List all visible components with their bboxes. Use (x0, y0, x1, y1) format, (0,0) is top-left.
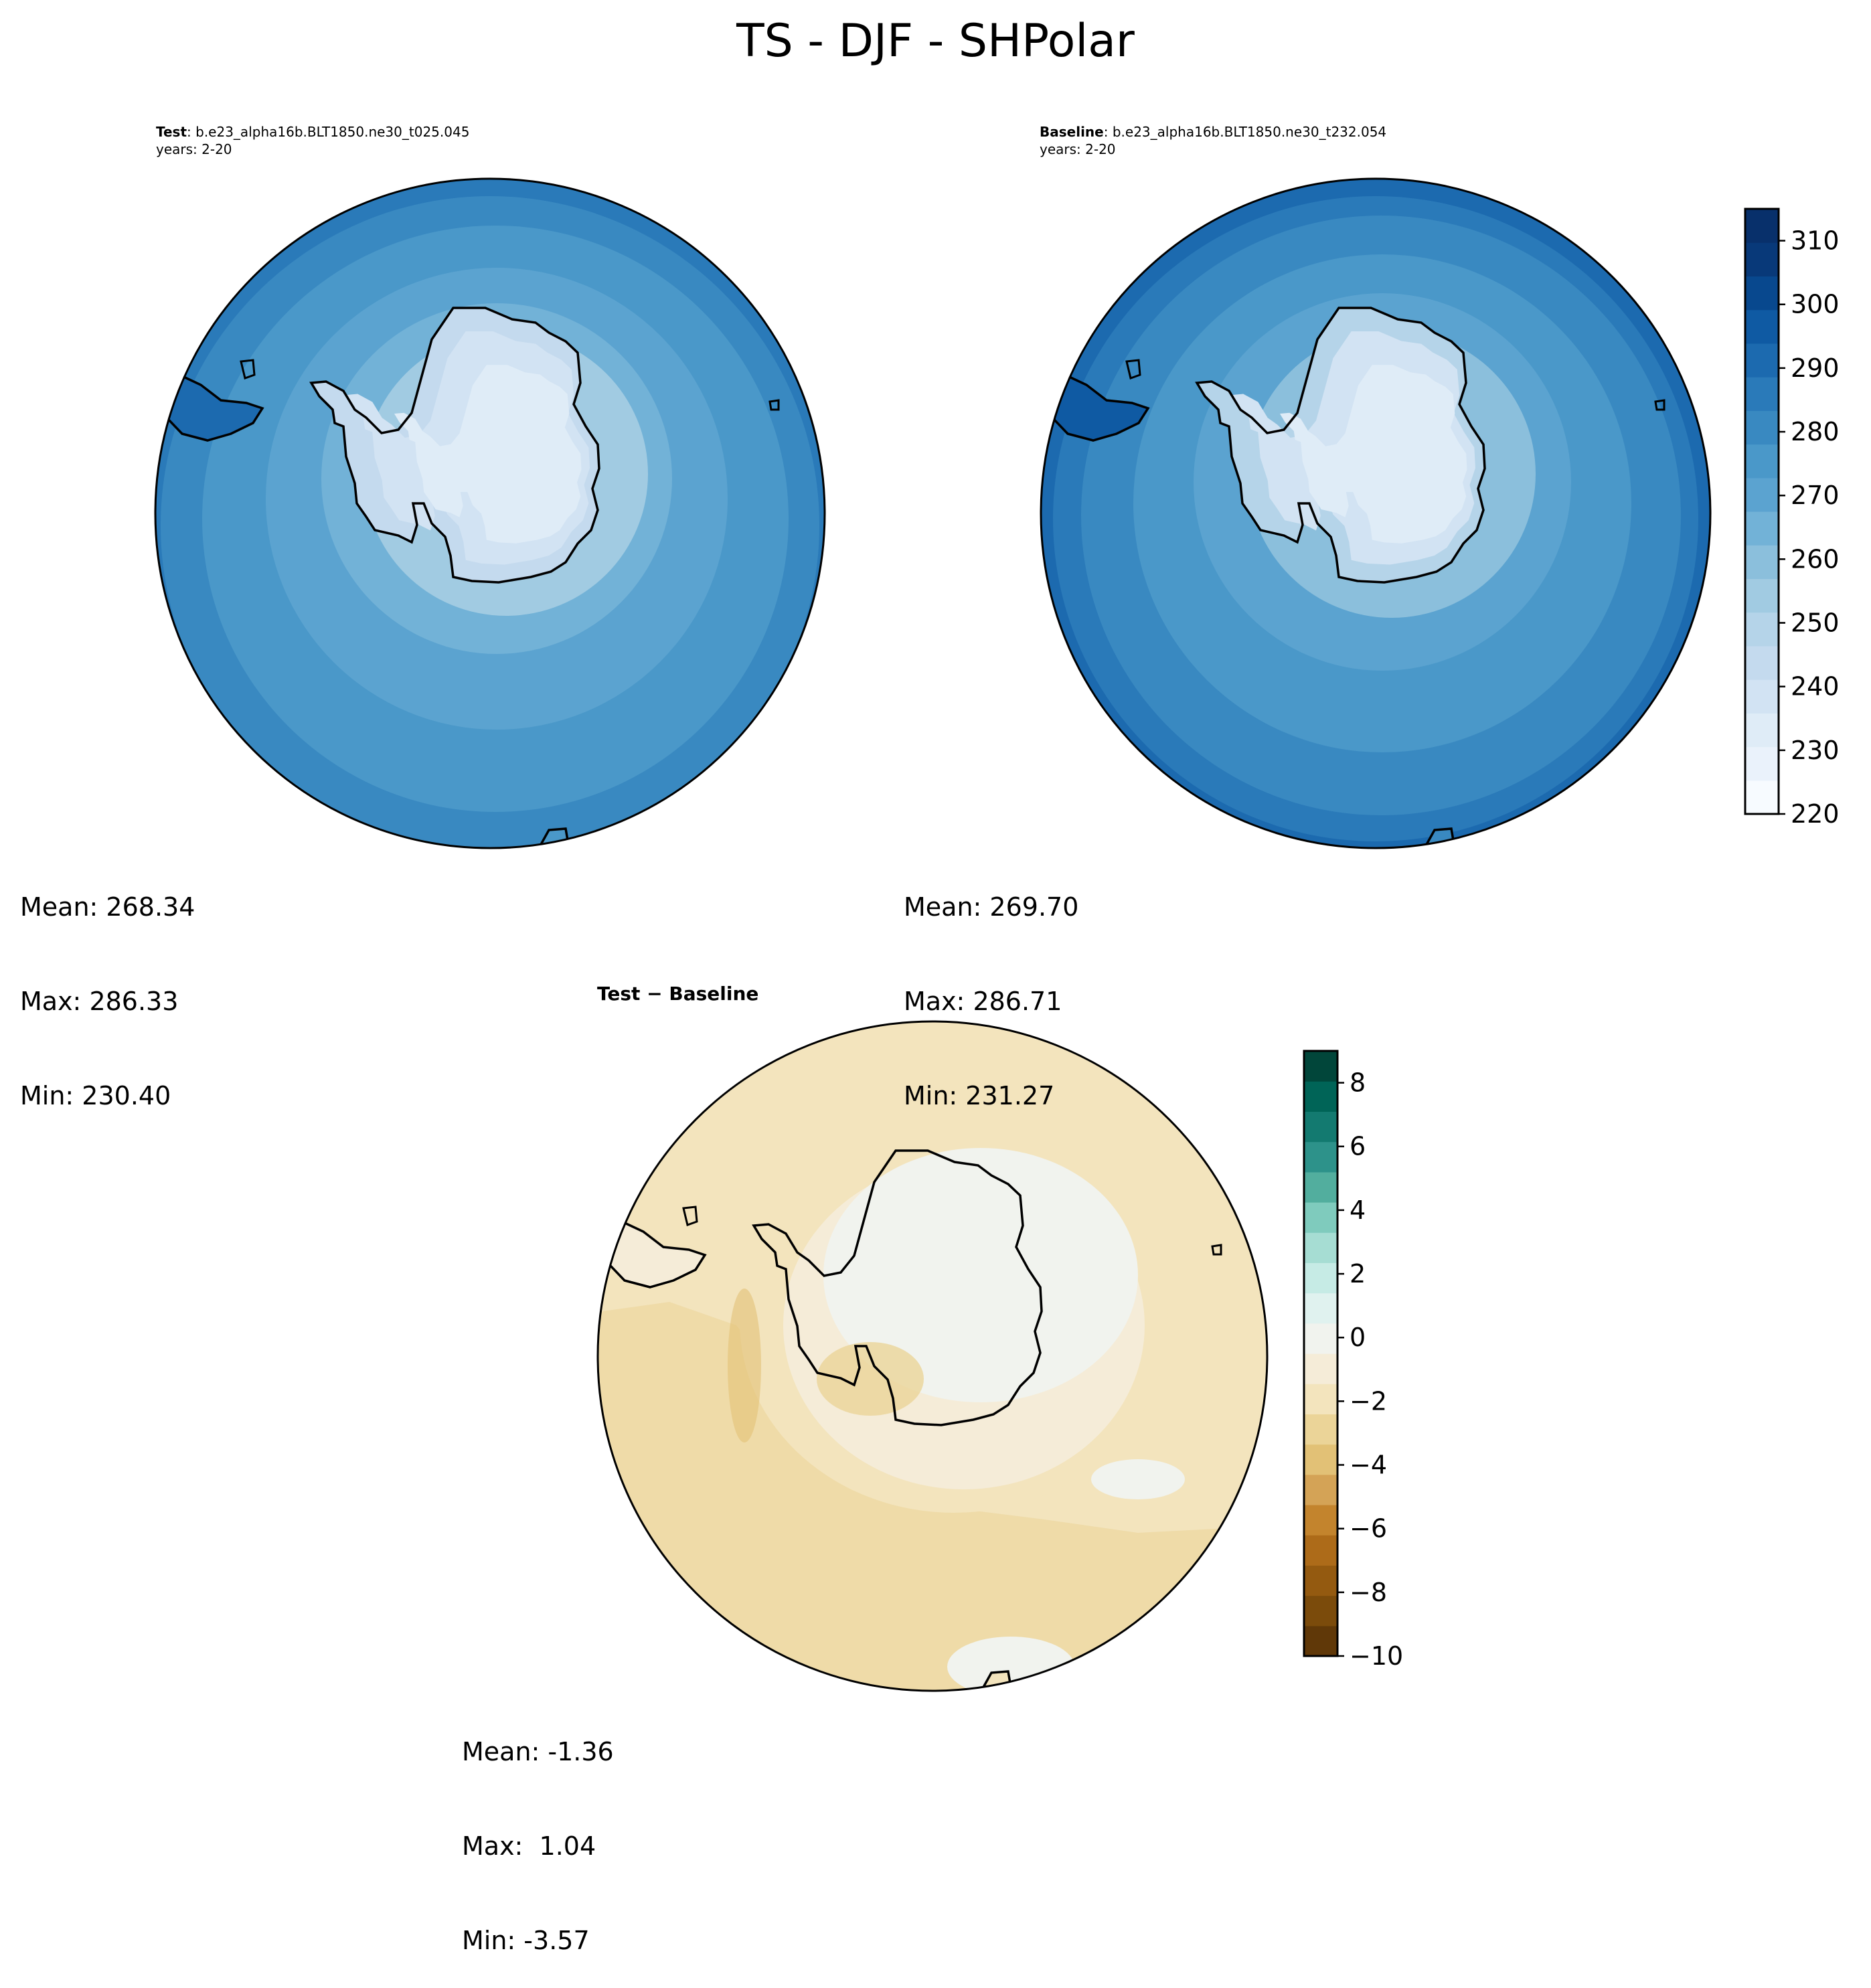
diff-colorbar-segment (1304, 1232, 1337, 1263)
diff-colorbar-tick-label: −8 (1350, 1578, 1387, 1607)
test-map (154, 177, 826, 849)
baseline-mean: Mean: 269.70 (904, 892, 1079, 922)
main-colorbar-segment (1745, 477, 1779, 512)
baseline-max: Max: 286.71 (904, 987, 1062, 1016)
diff-colorbar-segment (1304, 1595, 1337, 1627)
main-colorbar-tick-label: 230 (1791, 736, 1840, 765)
diff-colorbar-segment (1304, 1141, 1337, 1173)
diff-colorbar-segment (1304, 1505, 1337, 1536)
test-years: years: 2-20 (156, 141, 232, 157)
diff-colorbar-segment (1304, 1171, 1337, 1203)
diff-colorbar-tick-label: 2 (1350, 1259, 1366, 1289)
test-mean: Mean: 268.34 (20, 892, 195, 922)
diff-colorbar-tick-label: 8 (1350, 1068, 1366, 1098)
diff-colorbar-tick-label: 0 (1350, 1323, 1366, 1352)
main-colorbar-segment (1745, 645, 1779, 680)
test-label: Test (156, 124, 187, 140)
diff-colorbar-segment (1304, 1323, 1337, 1354)
diff-colorbar-segment (1304, 1444, 1337, 1475)
main-colorbar-segment (1745, 410, 1779, 445)
main-colorbar-tick-label: 240 (1791, 672, 1840, 701)
main-colorbar-frame (1744, 208, 1780, 815)
diff-colorbar-segment (1304, 1535, 1337, 1566)
main-colorbar: 310 300 290 280 270 260 250 240 230 220 (1744, 208, 1840, 829)
diff-colorbar-tick-label: −4 (1350, 1451, 1387, 1480)
baseline-case-name: b.e23_alpha16b.BLT1850.ne30_t232.054 (1112, 124, 1387, 140)
diff-colorbar-segment (1304, 1565, 1337, 1596)
main-colorbar-segment (1745, 209, 1779, 243)
baseline-map (1040, 177, 1712, 849)
diff-colorbar-segment (1304, 1111, 1337, 1143)
main-colorbar-tick-label: 260 (1791, 544, 1840, 574)
main-colorbar-segment (1745, 578, 1779, 613)
main-colorbar-tick-label: 250 (1791, 608, 1840, 638)
diff-colorbar-frame (1303, 1050, 1339, 1657)
diff-mean: Mean: -1.36 (462, 1737, 614, 1766)
main-colorbar-tick-label: 270 (1791, 481, 1840, 510)
diff-map (596, 1020, 1269, 1692)
diff-panel-title: Test − Baseline (597, 983, 759, 1005)
main-colorbar-segment (1745, 343, 1779, 378)
main-colorbar-segment (1745, 545, 1779, 580)
main-colorbar-segment (1745, 309, 1779, 344)
main-colorbar-segment (1745, 612, 1779, 647)
diff-colorbar-segment (1304, 1202, 1337, 1233)
main-colorbar-segment (1745, 242, 1779, 277)
main-colorbar-tick-label: 220 (1791, 799, 1840, 829)
diff-colorbar-tick-label: −2 (1350, 1386, 1387, 1416)
diff-colorbar-tick-label: 6 (1350, 1132, 1366, 1161)
diff-colorbar-segment (1304, 1293, 1337, 1324)
baseline-stats: Mean: 269.70 Max: 286.71 Min: 231.27 (904, 829, 1078, 1143)
main-colorbar-tick-label: 310 (1791, 226, 1840, 256)
test-panel-header: Test: b.e23_alpha16b.BLT1850.ne30_t025.0… (156, 124, 470, 157)
diff-colorbar-segment (1304, 1414, 1337, 1445)
test-min: Min: 230.40 (20, 1081, 171, 1110)
baseline-label: Baseline (1040, 124, 1104, 140)
main-colorbar-tick-label: 300 (1791, 290, 1840, 319)
diff-stats: Mean: -1.36 Max: 1.04 Min: -3.57 (462, 1673, 614, 1988)
diff-colorbar-segment (1304, 1474, 1337, 1505)
diff-colorbar-tick-label: −10 (1350, 1641, 1403, 1671)
diff-min: Min: -3.57 (462, 1926, 590, 1955)
main-colorbar-tick-label: 280 (1791, 417, 1840, 446)
diff-colorbar-segment (1304, 1262, 1337, 1294)
main-colorbar-segment (1745, 276, 1779, 311)
diff-colorbar-segment (1304, 1384, 1337, 1414)
main-colorbar-segment (1745, 746, 1779, 781)
diff-colorbar-segment (1304, 1353, 1337, 1384)
main-colorbar-segment (1745, 511, 1779, 546)
test-stats: Mean: 268.34 Max: 286.33 Min: 230.40 (20, 829, 195, 1143)
diff-colorbar-tick-label: −6 (1350, 1514, 1387, 1544)
figure-canvas: 310 300 290 280 270 260 250 240 230 220 8 6 4 2 0 −2 −4… (154, 177, 1840, 1692)
baseline-min: Min: 231.27 (904, 1081, 1055, 1110)
diff-colorbar-tick-label: 4 (1350, 1195, 1366, 1225)
diff-colorbar-segment (1304, 1081, 1337, 1112)
diff-colorbar: 8 6 4 2 0 −2 −4 −6 −8 −10 (1303, 1050, 1403, 1671)
main-colorbar-segment (1745, 780, 1779, 815)
main-colorbar-segment (1745, 377, 1779, 411)
diff-colorbar-segment (1304, 1625, 1337, 1657)
main-colorbar-segment (1745, 444, 1779, 479)
main-colorbar-segment (1745, 713, 1779, 748)
diff-max: Max: 1.04 (462, 1831, 596, 1861)
test-max: Max: 286.33 (20, 987, 179, 1016)
test-case-name: b.e23_alpha16b.BLT1850.ne30_t025.045 (195, 124, 470, 140)
figure-title: TS - DJF - SHPolar (736, 15, 1135, 68)
main-colorbar-segment (1745, 679, 1779, 714)
main-colorbar-tick-label: 290 (1791, 353, 1840, 383)
baseline-panel-header: Baseline: b.e23_alpha16b.BLT1850.ne30_t2… (1040, 124, 1387, 157)
diff-colorbar-segment (1304, 1051, 1337, 1082)
baseline-years: years: 2-20 (1040, 141, 1116, 157)
